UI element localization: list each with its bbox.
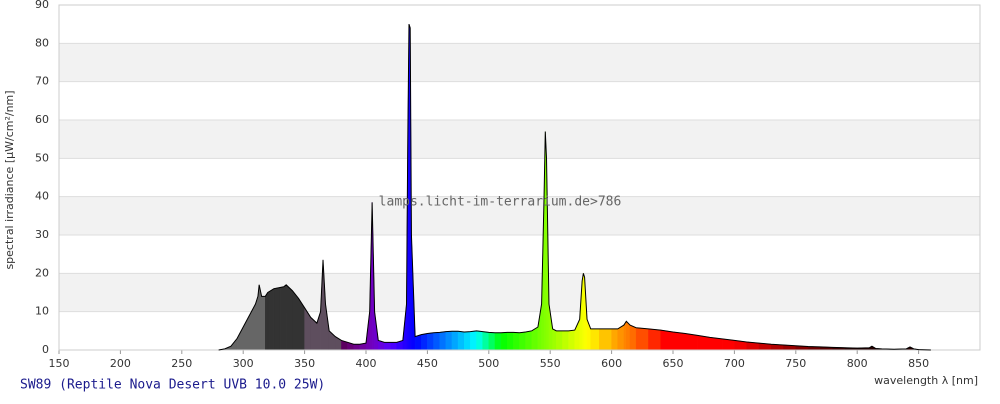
spectrum-fill [464,332,470,350]
spectrum-fill [354,344,360,350]
y-tick-label: 0 [42,343,49,356]
spectrum-fill [489,332,495,350]
y-axis-label: spectral irradiance [µW/cm²/nm] [3,90,16,269]
x-tick-label: 800 [847,357,868,370]
x-axis-label: wavelength λ [nm] [874,374,978,387]
spectrum-fill [446,331,452,350]
spectrum-fill [415,335,421,350]
spectrum-fill [636,328,648,350]
x-tick-label: 350 [294,357,315,370]
x-tick-label: 300 [233,357,254,370]
spectrum-fill [562,331,568,350]
spectrum-fill [501,332,507,350]
y-tick-label: 20 [35,266,49,279]
spectrum-fill [513,332,519,350]
spectrum-fill [483,332,489,350]
chart-title: SW89 (Reptile Nova Desert UVB 10.0 25W) [20,378,325,393]
spectrum-fill [553,329,557,350]
y-tick-label: 90 [35,0,49,11]
spectrum-fill [630,325,636,350]
spectrum-fill [624,321,626,350]
spectrum-fill [255,296,257,350]
x-tick-label: 200 [110,357,131,370]
spectrum-fill [507,332,513,350]
x-tick-label: 650 [663,357,684,370]
spectrum-fill [440,332,446,350]
x-tick-label: 250 [171,357,192,370]
spectrum-fill [280,287,284,350]
spectrum-fill [495,333,501,350]
spectrum-fill [265,293,267,351]
spectrum-fill [262,296,266,350]
spectrum-fill [556,331,562,350]
x-tick-label: 400 [356,357,377,370]
spectrum-fill [626,321,630,350]
y-tick-label: 60 [35,113,49,126]
spectrum-fill [284,285,286,350]
x-tick-label: 150 [49,357,70,370]
y-tick-label: 40 [35,190,49,203]
spectrum-fill [612,329,618,350]
y-tick-label: 50 [35,151,49,164]
spectrum-fill [477,331,483,350]
spectrum-fill [470,331,476,350]
y-tick-label: 80 [35,36,49,49]
y-tick-label: 70 [35,75,49,88]
y-tick-label: 30 [35,228,49,241]
watermark: lamps.licht-im-terrarium.de>786 [379,195,622,210]
x-tick-label: 500 [478,357,499,370]
x-tick-label: 550 [540,357,561,370]
spectrum-fill [526,331,532,350]
spectrum-fill [286,285,292,350]
spectrum-fill [698,335,710,350]
spectrum-fill [591,329,600,350]
spectrum-fill [599,329,611,350]
spectrum-fill [569,330,575,350]
spectrum-fill [520,332,526,350]
grid-band [59,120,980,158]
x-tick-label: 600 [601,357,622,370]
spectrum-fill [452,331,458,350]
spectrum-fill [458,331,464,350]
spectrum-fill [421,334,427,350]
spectrum-fill [685,334,697,350]
spectrum-fill [648,329,660,350]
spectrum-fill [384,342,390,350]
spectrum-fill [268,289,274,350]
spectrum-fill [434,332,440,350]
x-tick-label: 850 [908,357,929,370]
spectrum-fill [661,330,673,350]
y-tick-label: 10 [35,305,49,318]
grid-band [59,273,980,311]
spectrum-fill [673,332,685,350]
x-tick-label: 750 [785,357,806,370]
spectrum-fill [391,342,397,350]
spectrum-fill [292,291,298,350]
spectrum-fill [710,337,722,350]
grid-band [59,43,980,81]
spectrum-fill [427,333,433,350]
spectrum-fill [274,288,280,350]
x-tick-label: 700 [724,357,745,370]
x-tick-label: 450 [417,357,438,370]
